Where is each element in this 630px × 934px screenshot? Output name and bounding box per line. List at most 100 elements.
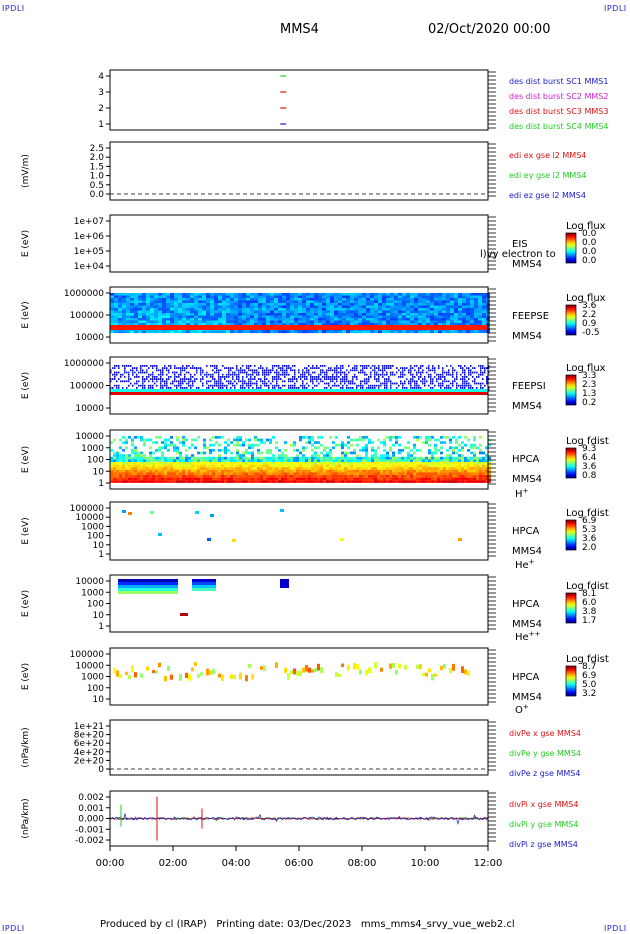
feeps-i-cell (428, 376, 430, 378)
hpca-h-cell (434, 475, 437, 478)
feeps-i-cell (126, 365, 128, 367)
feeps-e-cell (366, 298, 370, 301)
hpca-h-cell (179, 477, 182, 481)
feeps-e-cell (354, 315, 358, 319)
feeps-i-cell (120, 373, 122, 376)
feeps-e-cell (166, 300, 170, 304)
hpca-hepp-cell (211, 588, 213, 591)
feeps-i-cell (126, 380, 128, 383)
hpca-h-cell (224, 451, 227, 455)
hpca-h-cell (281, 467, 284, 470)
hpca-h-cell (308, 475, 311, 478)
feeps-i-cell (334, 367, 336, 369)
feeps-i-cell (162, 369, 164, 372)
hpca-h-cell (317, 480, 320, 483)
feeps-e-cell (122, 318, 126, 321)
hpca-hepp-cell (140, 579, 142, 582)
feeps-e-cell (350, 318, 354, 321)
feeps-i-cell (334, 376, 336, 378)
hpca-h-cell (254, 475, 257, 478)
feeps-i-cell (414, 365, 416, 367)
hpca-h-cell (143, 459, 146, 463)
hpca-hepp-cell (151, 579, 153, 582)
hpca-h-cell (293, 456, 296, 460)
feeps-i-cell (286, 369, 288, 372)
hpca-h-cell (272, 472, 275, 476)
hpca-h-cell (368, 456, 371, 460)
feeps-i-cell (204, 373, 206, 376)
feeps-e-cell (210, 303, 214, 306)
feeps-i-cell (266, 384, 268, 387)
feeps-i-cell (226, 367, 228, 369)
feeps-i-cell (386, 365, 388, 367)
hpca-h-cell (329, 467, 332, 470)
feeps-e-cell (346, 323, 350, 326)
y-tick-label: 100000 (70, 382, 105, 392)
feeps-e-cell (478, 303, 482, 306)
feeps-i-cell (370, 387, 372, 389)
hpca-h-cell (413, 436, 416, 439)
hpca-h-cell (323, 469, 326, 473)
feeps-e-cell (382, 298, 386, 301)
feeps-e-cell (394, 295, 398, 299)
hpca-h-cell (338, 469, 341, 473)
feeps-e-cell (222, 305, 226, 309)
feeps-e-cell (306, 320, 310, 324)
feeps-e-cell (130, 313, 134, 316)
hpca-h-cell (239, 467, 242, 470)
hpca-hepp-cell (151, 591, 153, 594)
hpca-h-cell (305, 469, 308, 473)
hpca-h-cell (452, 449, 455, 452)
hpca-h-cell (365, 464, 368, 468)
feeps-i-cell (432, 365, 434, 367)
feeps-i-cell (212, 373, 214, 376)
hpca-h-cell (260, 441, 263, 444)
feeps-i-cell (238, 373, 240, 376)
feeps-e-cell (182, 310, 186, 314)
hpca-h-cell (272, 467, 275, 470)
hpca-h-cell (272, 477, 275, 481)
hpca-h-cell (110, 475, 113, 478)
legend-entry: edi ey gse l2 MMS4 (509, 171, 587, 180)
hpca-h-cell (338, 475, 341, 478)
hpca-h-cell (140, 467, 143, 470)
hpca-h-cell (377, 477, 380, 481)
hpca-h-cell (140, 456, 143, 460)
feeps-i-cell (378, 367, 380, 369)
feeps-e-cell (222, 303, 226, 306)
feeps-e-cell (282, 310, 286, 314)
hpca-h-cell (149, 464, 152, 468)
feeps-e-cell (334, 313, 338, 316)
hpca-hepp-cell (210, 582, 212, 585)
feeps-i-cell (454, 378, 456, 380)
feeps-i-cell (252, 387, 254, 389)
hpca-h-cell (179, 480, 182, 483)
hpca-h-cell (251, 477, 254, 481)
hpca-h-cell (323, 456, 326, 460)
feeps-i-cell (342, 387, 344, 389)
hpca-h-cell (422, 475, 425, 478)
feeps-e-cell (118, 320, 122, 324)
feeps-i-cell (298, 387, 300, 389)
hpca-h-cell (320, 456, 323, 460)
hpca-hepp-cell (205, 588, 207, 591)
hpca-h-cell (407, 462, 410, 465)
feeps-i-cell (336, 373, 338, 376)
feeps-i-cell (286, 367, 288, 369)
hpca-h-cell (266, 438, 269, 442)
hpca-h-cell (197, 475, 200, 478)
feeps-i-cell (304, 376, 306, 378)
feeps-i-cell (472, 371, 474, 374)
feeps-i-cell (350, 387, 352, 389)
feeps-i-cell (456, 373, 458, 376)
feeps-e-cell (162, 330, 166, 334)
hpca-h-cell (350, 475, 353, 478)
feeps-i-cell (232, 382, 234, 385)
hpca-h-cell (332, 464, 335, 468)
hpca-h-cell (368, 459, 371, 463)
hpca-h-cell (224, 456, 227, 460)
feeps-i-cell (248, 367, 250, 369)
hpca-h-cell (227, 472, 230, 476)
feeps-e-cell (414, 293, 418, 296)
hpca-h-cell (161, 472, 164, 476)
